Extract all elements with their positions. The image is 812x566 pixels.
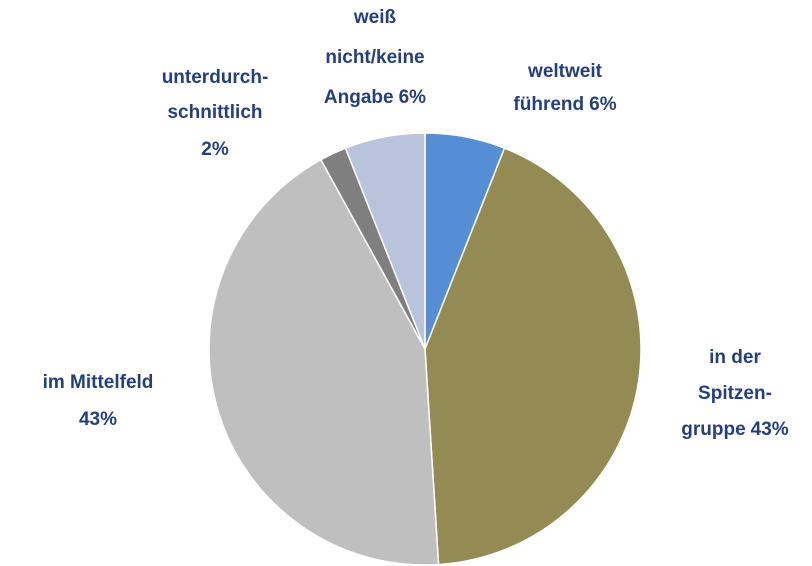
pie-slice: [208, 158, 440, 566]
pie-slice: [344, 132, 426, 350]
label-line: in der: [709, 347, 761, 368]
label-line: unterdurch-: [162, 67, 269, 88]
value-label: 2%: [201, 139, 229, 160]
label-line: schnittlich: [167, 102, 262, 123]
label-line: weiß: [353, 7, 397, 28]
slice-label: im Mittelfeld 43%: [43, 372, 154, 430]
slice-label: weltweit führend 6%: [513, 61, 616, 115]
label-line: Angabe: [324, 87, 394, 108]
label-line: gruppe: [681, 419, 745, 440]
value-label: 6%: [589, 94, 617, 115]
value-label: 6%: [399, 87, 427, 108]
value-label: 43%: [751, 419, 789, 440]
label-line: weltweit: [527, 61, 603, 82]
label-line: im Mittelfeld: [43, 372, 154, 393]
pie-slice: [424, 147, 642, 566]
label-line: nicht/keine: [325, 47, 424, 68]
label-line: führend: [513, 94, 584, 115]
slice-label: unterdurch-schnittlich 2%: [162, 67, 269, 160]
slice-label: weiß nicht/keine Angabe 6%: [324, 7, 426, 108]
slice-label: in der Spitzen-gruppe 43%: [681, 347, 789, 440]
value-label: 43%: [79, 409, 117, 430]
label-line: Spitzen-: [698, 383, 772, 404]
